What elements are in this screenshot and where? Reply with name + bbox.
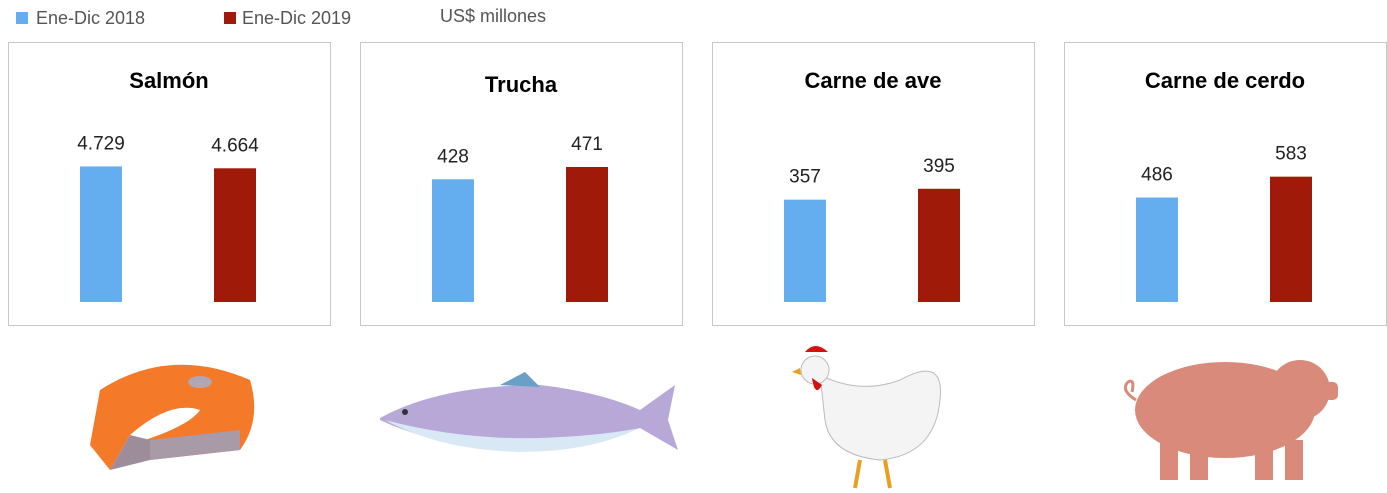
panel [712, 42, 1035, 326]
bar [1270, 176, 1312, 302]
value-label: 4.664 [211, 135, 259, 156]
legend-swatch [16, 12, 28, 24]
chart-title: Trucha [485, 72, 558, 97]
bar [80, 166, 122, 302]
chart-title: Salmón [129, 68, 208, 93]
value-label: 471 [571, 134, 603, 155]
value-label: 428 [437, 146, 469, 167]
value-label: 357 [789, 167, 821, 188]
panel [1064, 42, 1387, 326]
value-label: 486 [1141, 165, 1173, 186]
bar [432, 179, 474, 302]
bar [784, 199, 826, 302]
unit-label: US$ millones [440, 6, 546, 26]
value-label: 395 [923, 156, 955, 177]
value-label: 583 [1275, 144, 1307, 165]
bar [214, 168, 256, 302]
icons [90, 346, 1338, 489]
legend-label: Ene-Dic 2019 [242, 8, 351, 28]
pig-icon [1123, 360, 1338, 480]
chart-title: Carne de cerdo [1145, 68, 1305, 93]
panel [360, 42, 683, 326]
bar [918, 188, 960, 302]
panel [8, 42, 331, 326]
trout-icon [380, 372, 678, 452]
chart-title: Carne de ave [805, 68, 942, 93]
salmon-icon [90, 364, 255, 470]
bar [566, 166, 608, 302]
bar [1136, 197, 1178, 302]
value-label: 4.729 [77, 133, 125, 154]
legend: Ene-Dic 2018 Ene-Dic 2019 US$ millones [16, 6, 546, 28]
legend-label: Ene-Dic 2018 [36, 8, 145, 28]
legend-swatch [224, 12, 236, 24]
chicken-icon [792, 346, 941, 489]
